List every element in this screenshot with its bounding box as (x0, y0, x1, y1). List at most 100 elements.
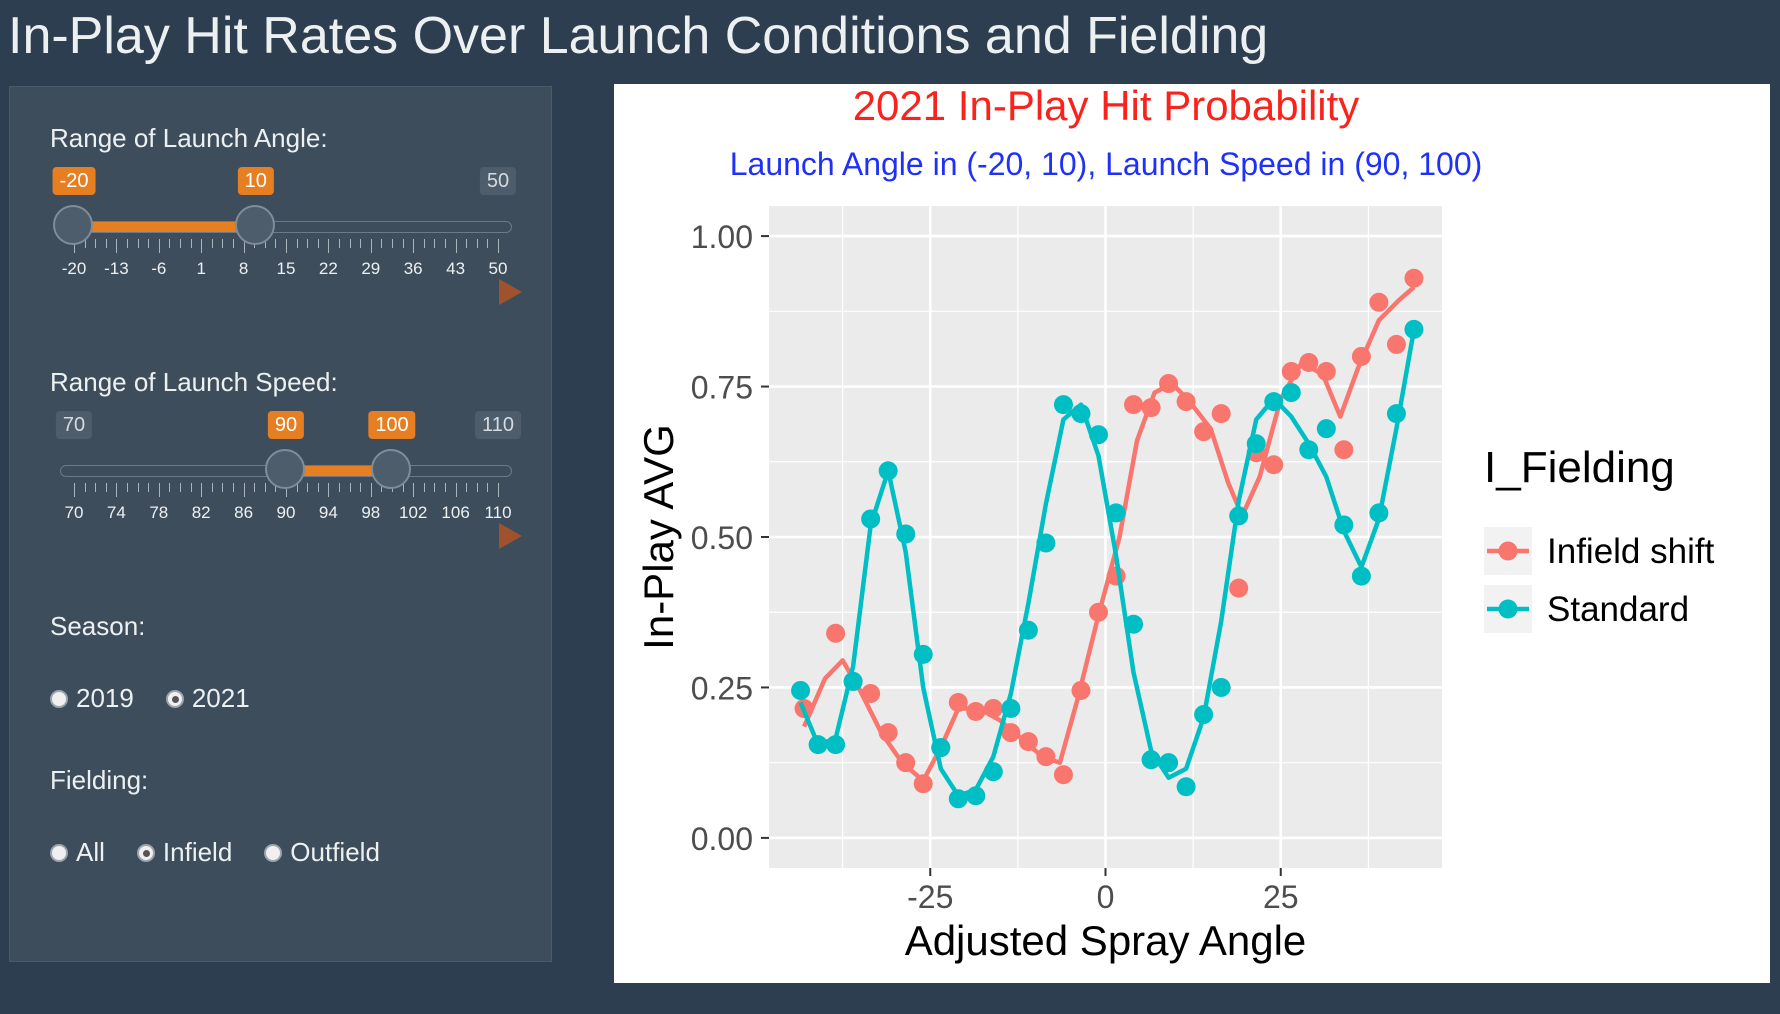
slider-tick (317, 239, 319, 248)
slider-from-badge: 90 (267, 411, 305, 439)
data-point (913, 774, 933, 794)
slider-tick (275, 239, 277, 248)
slider-tick (74, 239, 75, 253)
slider-tick (201, 483, 203, 497)
slider-max-badge: 110 (475, 411, 521, 439)
fielding-label: Fielding: (50, 765, 149, 795)
fielding-option-all[interactable]: All (50, 837, 105, 868)
season-option-2021[interactable]: 2021 (165, 683, 250, 714)
slider-handle-from[interactable] (265, 449, 305, 489)
fielding-option-outfield[interactable]: Outfield (264, 837, 380, 868)
slider-tick (233, 483, 234, 492)
launch-angle-slider[interactable]: 50 -20 10 -20 -13 -6 1 8 15 22 29 36 43 50 (50, 167, 522, 307)
slider-tick (158, 239, 160, 253)
data-point (1351, 346, 1371, 366)
slider-tick (445, 239, 446, 248)
chart-title: 2021 In-Play Hit Probability (853, 84, 1360, 129)
season-option-2019[interactable]: 2019 (50, 683, 134, 714)
slider-tick-label: 90 (276, 503, 296, 522)
data-point (843, 671, 863, 691)
slider-tick-label: -13 (104, 259, 129, 278)
slider-range-fill[interactable] (286, 466, 392, 476)
slider-tick (339, 239, 340, 248)
radio-button[interactable] (264, 843, 283, 862)
slider-tick (455, 239, 457, 253)
data-point (1404, 268, 1424, 288)
slider-tick (498, 239, 499, 253)
data-point (1141, 398, 1161, 418)
hit-probability-chart: 2021 In-Play Hit Probability Launch Angle… (635, 82, 1715, 964)
slider-tick (423, 239, 425, 248)
y-tick-label: 0.50 (691, 520, 753, 556)
slider-tick (423, 483, 425, 492)
slider-tick (317, 483, 319, 492)
fielding-radio-group: All Infield Outfield (50, 837, 380, 868)
slider-handle-to[interactable] (371, 449, 411, 489)
data-point (791, 680, 811, 700)
data-point (1229, 578, 1249, 598)
radio-button[interactable] (50, 689, 68, 708)
y-tick-label: 0.00 (691, 821, 753, 857)
x-tick-label: 25 (1263, 879, 1299, 915)
slider-to-badge: 100 (368, 411, 416, 439)
slider-tick (148, 239, 150, 248)
legend-marker (1498, 599, 1518, 619)
slider-tick (296, 483, 298, 492)
slider-range-fill[interactable] (74, 222, 256, 232)
data-point (1176, 777, 1196, 797)
slider-tick-label: 29 (361, 259, 381, 278)
data-point (1071, 404, 1091, 424)
radio-button[interactable] (165, 689, 184, 708)
data-point (1246, 434, 1266, 454)
play-icon[interactable] (499, 279, 522, 305)
data-point (1334, 440, 1354, 460)
slider-tick-label: 102 (399, 503, 428, 522)
fielding-option-infield[interactable]: Infield (136, 837, 233, 868)
data-point (1036, 533, 1056, 553)
data-point (1159, 753, 1179, 773)
slider-tick (339, 483, 340, 492)
slider-tick (476, 483, 478, 492)
data-point (1088, 425, 1108, 445)
data-point (966, 786, 986, 806)
slider-tick (127, 483, 128, 492)
slider-handle-from[interactable] (53, 205, 93, 245)
slider-tick (243, 239, 245, 253)
data-point (1211, 404, 1231, 424)
slider-tick (169, 483, 171, 492)
data-point (1211, 677, 1231, 697)
slider-tick-label: 50 (488, 259, 508, 278)
slider-min-badge: 70 (55, 411, 93, 439)
slider-tick (413, 483, 415, 497)
data-point (1316, 419, 1336, 439)
data-point (1088, 602, 1108, 622)
slider-tick (148, 483, 150, 492)
slider-tick (307, 483, 309, 492)
slider-tick (243, 483, 245, 497)
x-axis-label: Adjusted Spray Angle (905, 917, 1307, 964)
data-point (1369, 292, 1389, 312)
slider-tick (296, 239, 298, 248)
slider-tick (349, 483, 351, 492)
data-point (1124, 614, 1144, 634)
data-point (1334, 515, 1354, 535)
data-point (1018, 620, 1038, 640)
legend-title: I_Fielding (1484, 443, 1675, 492)
data-point (826, 735, 846, 755)
radio-button[interactable] (136, 843, 155, 862)
slider-tick (158, 483, 160, 497)
data-point (1386, 404, 1406, 424)
data-point (878, 723, 898, 743)
legend-marker (1498, 541, 1518, 561)
radio-label: Infield (162, 837, 233, 867)
data-point (1386, 334, 1406, 354)
launch-speed-slider[interactable]: 70 110 90 100 70 74 78 82 86 90 94 98 102 106 110 (50, 411, 522, 551)
slider-tick-label: 70 (64, 503, 84, 522)
slider-tick (190, 239, 192, 248)
play-icon[interactable] (499, 523, 522, 549)
slider-tick-label: 8 (238, 259, 249, 278)
slider-tick (360, 483, 362, 492)
radio-button[interactable] (50, 843, 68, 862)
slider-handle-to[interactable] (234, 205, 275, 245)
x-tick-label: 0 (1097, 879, 1115, 915)
